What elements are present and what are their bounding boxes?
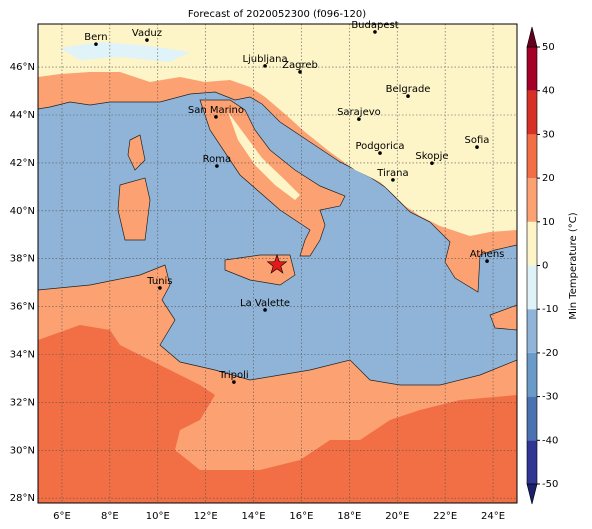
city-label: Vaduz [132,28,162,39]
city-dot [263,308,267,312]
colorbar-tick-label: 40 [542,86,555,97]
colorbar-bin [527,352,537,397]
y-tick-label: 28°N [10,493,35,504]
city-dot [298,70,302,74]
colorbar-bin [527,221,537,266]
city-label: Budapest [351,20,398,31]
colorbar-bin [527,396,537,441]
colorbar-bin [527,178,537,222]
colorbar: -50 -40 -30 -20 -10 0 10 20 30 40 50 [526,26,558,505]
city-dot [232,380,236,384]
x-tick-label: 20°E [385,511,409,522]
colorbar-bin [527,134,537,179]
city-dot [378,151,382,155]
colorbar-tick-label: -10 [542,304,558,315]
colorbar-tick-label: 20 [542,173,555,184]
y-tick-label: 46°N [10,62,35,73]
italy-cream [228,112,300,200]
y-tick-label: 42°N [10,158,35,169]
colorbar-bin [527,265,537,310]
city-dot [357,117,361,121]
y-tick-label: 30°N [10,445,35,456]
map-frame [37,23,518,504]
colorbar-tick-label: 30 [542,129,555,140]
colorbar-under [526,483,538,505]
city-label: Roma [203,154,232,165]
colorbar-over [526,26,538,48]
city-dot [263,64,267,68]
city-label: Tripoli [218,370,249,381]
city-label: Belgrade [386,84,431,95]
colorbar-tick-label: 10 [542,217,555,228]
x-tick-label: 14°E [242,511,266,522]
grid [38,24,517,503]
colorbar-bin [527,309,537,353]
city-label: Bern [84,32,107,43]
colorbar-tick-label: -30 [542,392,558,403]
city-dot [485,259,489,263]
city-label: Skopje [415,151,448,162]
colorbar-bin [527,90,537,135]
x-tick-label: 18°E [337,511,361,522]
city-dot [215,164,219,168]
city-dot [158,286,162,290]
city-dot [94,42,98,46]
city-label: Athens [470,249,505,260]
city-dot [214,115,218,119]
colorbar-tick-label: -40 [542,435,558,446]
y-tick-label: 38°N [10,254,35,265]
city-label: Sarajevo [337,107,381,118]
chart-title: Forecast of 2020052300 (f096-120) [188,9,366,20]
y-tick-label: 44°N [10,110,35,121]
colorbar-bin [527,47,537,91]
x-tick-label: 24°E [481,511,505,522]
colorbar-label: Min Temperature (°C) [568,212,579,319]
x-tick-label: 12°E [194,511,218,522]
city-label: Podgorica [355,141,404,152]
city-dot [406,94,410,98]
city-dot [391,178,395,182]
colorbar-tick-label: -20 [542,348,558,359]
x-tick-label: 10°E [146,511,170,522]
y-tick-label: 36°N [10,302,35,313]
city-label: San Marino [188,105,244,116]
x-tick-label: 22°E [433,511,457,522]
colorbar-bin [527,440,537,484]
city-dot [145,38,149,42]
colorbar-tick-label: -50 [542,479,558,490]
y-tick-label: 40°N [10,206,35,217]
sardinia [117,177,151,241]
city-label: Sofia [465,135,490,146]
y-tick-label: 34°N [10,350,35,361]
x-tick-label: 8°E [101,511,119,522]
colorbar-tick-label: 0 [542,261,548,272]
corsica [127,134,146,171]
city-label: La Valette [240,298,290,309]
city-dot [430,161,434,165]
aegean-land [489,304,517,331]
colorbar-tick-label: 50 [542,42,555,53]
city-label: Zagreb [282,60,318,71]
marker-star [266,253,288,274]
city-dot [373,30,377,34]
x-tick-label: 6°E [53,511,71,522]
city-label: Tunis [146,276,172,287]
city-dot [475,145,479,149]
city-label: Ljubljana [242,54,287,65]
city-label: Tirana [376,168,408,179]
y-tick-label: 32°N [10,397,35,408]
x-tick-label: 16°E [289,511,313,522]
